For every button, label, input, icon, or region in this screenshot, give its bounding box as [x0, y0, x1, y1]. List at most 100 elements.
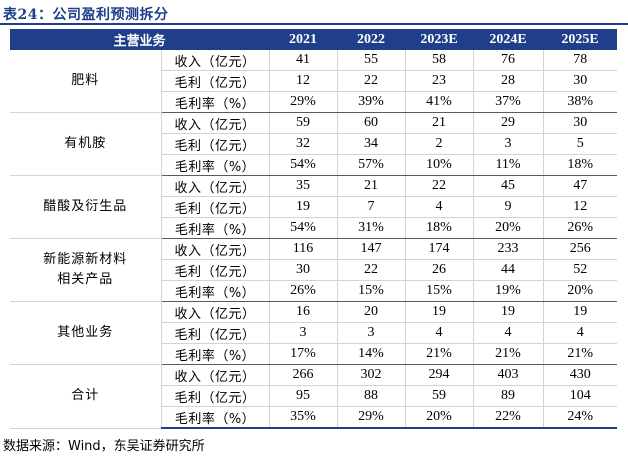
value-cell: 12	[268, 70, 338, 92]
metric-label: 毛利率（%）	[160, 406, 270, 429]
value-cell: 302	[336, 364, 406, 386]
value-cell: 104	[542, 385, 618, 407]
table-title: 表24：公司盈利预测拆分	[3, 7, 169, 23]
value-cell: 11%	[472, 154, 544, 176]
value-cell: 15%	[404, 280, 474, 302]
table-row: 毛利（亿元） 30 22 26 44 52	[10, 259, 618, 281]
value-cell: 19%	[472, 280, 544, 302]
value-cell: 20%	[472, 217, 544, 239]
table-header-row: 主营业务 2021 2022 2023E 2024E 2025E	[10, 29, 618, 50]
metric-label: 毛利率（%）	[160, 280, 270, 302]
value-cell: 54%	[268, 217, 338, 239]
value-cell: 18%	[404, 217, 474, 239]
value-cell: 19	[472, 301, 544, 323]
metric-label: 毛利（亿元）	[160, 196, 270, 218]
table-row: 毛利（亿元） 12 22 23 28 30	[10, 70, 618, 92]
value-cell: 26%	[268, 280, 338, 302]
value-cell: 10%	[404, 154, 474, 176]
metric-label: 收入（亿元）	[160, 50, 270, 71]
value-cell: 22%	[472, 406, 544, 429]
table-row: 合计 收入（亿元） 266 302 294 403 430	[10, 364, 618, 429]
table-row: 毛利率（%） 17% 14% 21% 21% 21%	[10, 343, 618, 365]
title-divider	[0, 23, 628, 25]
table-row: 肥料 收入（亿元） 41 55 58 76 78	[10, 50, 618, 113]
table-row: 毛利（亿元） 95 88 59 89 104	[10, 385, 618, 407]
value-cell: 4	[404, 322, 474, 344]
metric-label: 收入（亿元）	[160, 175, 270, 197]
metric-label: 毛利（亿元）	[160, 259, 270, 281]
value-cell: 22	[336, 259, 406, 281]
value-cell: 3	[268, 322, 338, 344]
value-cell: 20	[336, 301, 406, 323]
value-cell: 95	[268, 385, 338, 407]
header-segment: 主营业务	[10, 29, 270, 50]
value-cell: 89	[472, 385, 544, 407]
value-cell: 233	[472, 238, 544, 260]
table-row: 醋酸及衍生品 收入（亿元） 35 21 22 45 47	[10, 175, 618, 239]
value-cell: 41%	[404, 91, 474, 113]
value-cell: 19	[404, 301, 474, 323]
value-cell: 54%	[268, 154, 338, 176]
value-cell: 4	[472, 322, 544, 344]
value-cell: 34	[336, 133, 406, 155]
value-cell: 26	[404, 259, 474, 281]
value-cell: 59	[268, 112, 338, 134]
table-row: 毛利（亿元） 19 7 4 9 12	[10, 196, 618, 218]
value-cell: 41	[268, 50, 338, 71]
metric-label: 毛利（亿元）	[160, 322, 270, 344]
value-cell: 35	[268, 175, 338, 197]
table-row: 其他业务 收入（亿元） 16 20 19 19 19	[10, 301, 618, 365]
table-body: 肥料 收入（亿元） 41 55 58 76 78 毛利（亿元） 12 22 23 28 30 毛利率（%）…	[10, 50, 618, 429]
value-cell: 76	[472, 50, 544, 71]
value-cell: 59	[404, 385, 474, 407]
metric-label: 毛利（亿元）	[160, 133, 270, 155]
header-year-2024e: 2024E	[473, 29, 544, 50]
value-cell: 58	[404, 50, 474, 71]
value-cell: 57%	[336, 154, 406, 176]
value-cell: 28	[472, 70, 544, 92]
value-cell: 21	[404, 112, 474, 134]
segment-label: 其他业务	[10, 301, 161, 365]
metric-label: 收入（亿元）	[160, 112, 270, 134]
forecast-table: 主营业务 2021 2022 2023E 2024E 2025E 肥料 收入（亿元…	[10, 29, 618, 429]
value-cell: 294	[404, 364, 474, 386]
table-row: 毛利率（%） 35% 29% 20% 22% 24%	[10, 406, 618, 429]
value-cell: 7	[336, 196, 406, 218]
table-row: 毛利率（%） 29% 39% 41% 37% 38%	[10, 91, 618, 113]
value-cell: 20%	[404, 406, 474, 429]
value-cell: 88	[336, 385, 406, 407]
value-cell: 18%	[542, 154, 618, 176]
value-cell: 22	[404, 175, 474, 197]
value-cell: 14%	[336, 343, 406, 365]
metric-label: 毛利（亿元）	[160, 385, 270, 407]
value-cell: 35%	[268, 406, 338, 429]
table-row: 毛利率（%） 26% 15% 15% 19% 20%	[10, 280, 618, 302]
value-cell: 403	[472, 364, 544, 386]
value-cell: 19	[542, 301, 618, 323]
value-cell: 3	[472, 133, 544, 155]
value-cell: 5	[542, 133, 618, 155]
value-cell: 39%	[336, 91, 406, 113]
value-cell: 29%	[268, 91, 338, 113]
segment-label: 合计	[10, 364, 161, 429]
value-cell: 4	[542, 322, 618, 344]
value-cell: 17%	[268, 343, 338, 365]
value-cell: 2	[404, 133, 474, 155]
value-cell: 116	[268, 238, 338, 260]
value-cell: 31%	[336, 217, 406, 239]
header-year-2021: 2021	[269, 29, 338, 50]
value-cell: 26%	[542, 217, 618, 239]
value-cell: 60	[336, 112, 406, 134]
value-cell: 3	[336, 322, 406, 344]
metric-label: 收入（亿元）	[160, 364, 270, 386]
value-cell: 38%	[542, 91, 618, 113]
value-cell: 47	[542, 175, 618, 197]
value-cell: 32	[268, 133, 338, 155]
value-cell: 12	[542, 196, 618, 218]
value-cell: 44	[472, 259, 544, 281]
value-cell: 430	[542, 364, 618, 386]
metric-label: 毛利率（%）	[160, 217, 270, 239]
metric-label: 收入（亿元）	[160, 238, 270, 260]
segment-label: 肥料	[10, 50, 161, 113]
header-year-2022: 2022	[337, 29, 406, 50]
